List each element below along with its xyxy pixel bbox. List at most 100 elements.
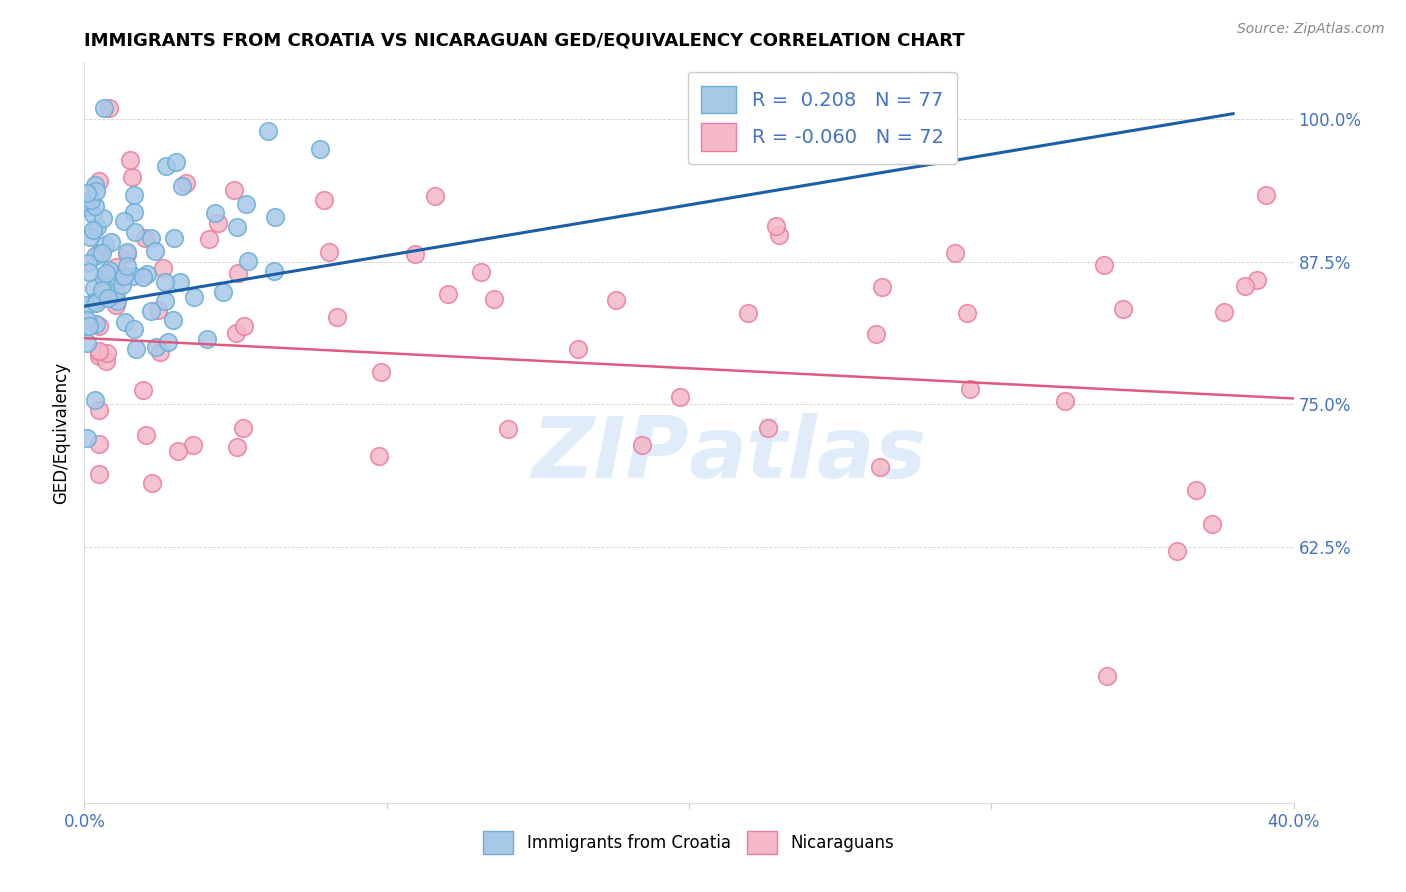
Point xyxy=(89,403,111,417)
Point xyxy=(76,186,98,201)
Point xyxy=(174,177,197,191)
Point xyxy=(198,232,221,246)
Point xyxy=(737,306,759,320)
Point xyxy=(89,173,111,187)
Point xyxy=(79,230,101,244)
Point xyxy=(181,438,204,452)
Point xyxy=(226,220,249,235)
Point xyxy=(76,200,98,214)
Point xyxy=(956,306,979,320)
Point xyxy=(1212,305,1234,319)
Y-axis label: GED/Equivalency: GED/Equivalency xyxy=(52,361,70,504)
Point xyxy=(165,155,187,169)
Point xyxy=(132,270,155,285)
Point xyxy=(195,333,218,347)
Point xyxy=(94,276,117,290)
Point xyxy=(1234,279,1257,293)
Point xyxy=(152,260,174,275)
Point xyxy=(84,249,107,263)
Point xyxy=(605,293,627,308)
Point xyxy=(117,247,139,261)
Point xyxy=(153,275,176,289)
Point xyxy=(1112,302,1135,317)
Point xyxy=(84,295,107,310)
Point xyxy=(97,101,120,115)
Point xyxy=(89,437,111,451)
Point xyxy=(404,247,426,261)
Point xyxy=(163,231,186,245)
Point xyxy=(145,244,167,258)
Point xyxy=(167,443,190,458)
Point xyxy=(104,287,127,301)
Point xyxy=(83,199,105,213)
Point xyxy=(91,246,114,260)
Point xyxy=(943,246,966,260)
Point xyxy=(105,260,128,274)
Point xyxy=(236,253,259,268)
Point xyxy=(314,193,336,207)
Point xyxy=(141,231,163,245)
Point xyxy=(183,290,205,304)
Point xyxy=(226,266,249,280)
Point xyxy=(1166,544,1188,558)
Point xyxy=(89,346,111,360)
Point xyxy=(104,285,127,299)
Point xyxy=(125,342,148,356)
Point xyxy=(90,292,112,306)
Point xyxy=(77,319,100,334)
Point xyxy=(256,124,278,138)
Point xyxy=(149,345,172,359)
Point xyxy=(89,246,111,260)
Point xyxy=(93,101,115,115)
Point xyxy=(139,303,162,318)
Point xyxy=(96,345,118,359)
Point xyxy=(124,225,146,239)
Point xyxy=(959,383,981,397)
Point xyxy=(84,178,107,192)
Point xyxy=(112,214,135,228)
Point xyxy=(1246,272,1268,286)
Point xyxy=(1185,483,1208,497)
Point xyxy=(765,219,787,234)
Point xyxy=(135,428,157,442)
Text: atlas: atlas xyxy=(689,413,927,496)
Point xyxy=(232,421,254,435)
Point xyxy=(122,269,145,284)
Point xyxy=(225,440,247,454)
Point xyxy=(225,326,247,340)
Point xyxy=(567,343,589,357)
Point xyxy=(90,283,112,297)
Point xyxy=(136,267,159,281)
Point xyxy=(84,393,107,408)
Text: Source: ZipAtlas.com: Source: ZipAtlas.com xyxy=(1237,22,1385,37)
Point xyxy=(235,196,257,211)
Point xyxy=(865,327,887,342)
Point xyxy=(86,220,108,235)
Point xyxy=(170,179,193,194)
Point xyxy=(118,153,141,167)
Point xyxy=(132,383,155,397)
Point xyxy=(496,421,519,435)
Point xyxy=(869,459,891,474)
Point xyxy=(162,312,184,326)
Point xyxy=(482,292,505,306)
Point xyxy=(141,476,163,491)
Point xyxy=(263,264,285,278)
Point xyxy=(370,365,392,379)
Point xyxy=(94,354,117,368)
Point xyxy=(83,295,105,310)
Point xyxy=(100,235,122,249)
Point xyxy=(89,343,111,358)
Point xyxy=(264,211,287,225)
Point xyxy=(122,188,145,202)
Point xyxy=(669,390,692,404)
Point xyxy=(153,293,176,308)
Point xyxy=(93,285,115,300)
Point xyxy=(76,335,98,350)
Point xyxy=(318,244,340,259)
Point xyxy=(83,281,105,295)
Point xyxy=(134,231,156,245)
Point xyxy=(89,349,111,363)
Point xyxy=(222,183,245,197)
Point xyxy=(233,319,256,334)
